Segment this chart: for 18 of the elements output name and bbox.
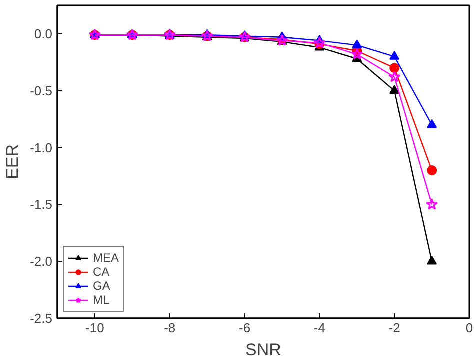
legend-label: MEA bbox=[93, 251, 120, 265]
x-tick-label: -4 bbox=[314, 320, 326, 336]
x-tick-label: 0 bbox=[466, 320, 474, 336]
x-tick-label: -2 bbox=[388, 320, 400, 336]
y-tick-label: -0.5 bbox=[30, 83, 53, 98]
y-tick-label: 0.0 bbox=[34, 26, 53, 42]
y-tick-label: -2.5 bbox=[30, 311, 53, 326]
x-tick-label: -10 bbox=[86, 320, 104, 336]
legend-label: CA bbox=[93, 265, 111, 279]
y-tick-label: -1.0 bbox=[30, 140, 53, 156]
x-tick-label: -8 bbox=[164, 320, 176, 336]
y-axis-title: EER bbox=[3, 144, 22, 180]
x-axis-title: SNR bbox=[246, 340, 282, 360]
y-tick-label: -2.0 bbox=[30, 254, 53, 270]
y-tick-label: -1.5 bbox=[30, 197, 53, 212]
legend-label: GA bbox=[93, 279, 112, 293]
x-tick-label: -6 bbox=[238, 320, 251, 336]
legend-label: ML bbox=[93, 293, 111, 307]
